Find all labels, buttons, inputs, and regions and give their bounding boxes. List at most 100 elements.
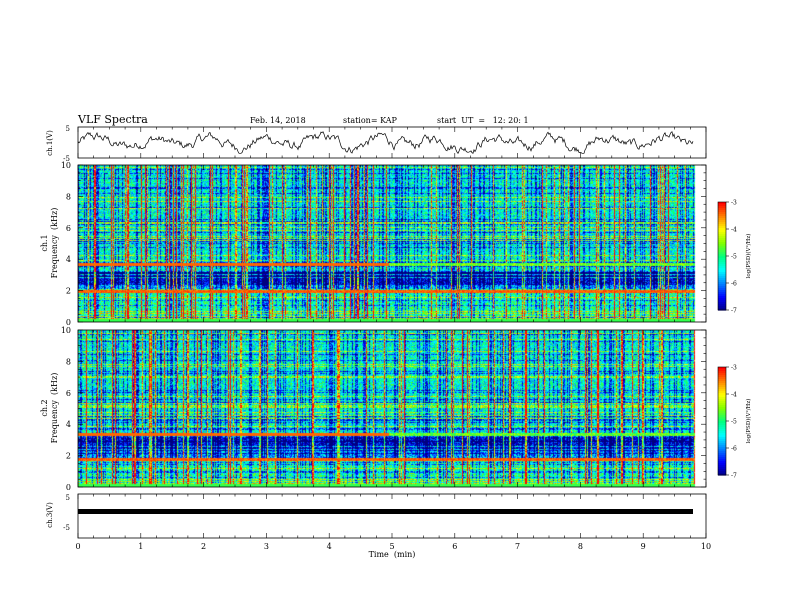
frequency-tick-label: 4 [66, 255, 71, 264]
colorbar-segment [718, 453, 726, 456]
frequency-tick-label: 6 [66, 224, 71, 233]
ch1-frequency-axis-label: Frequency (kHz) [50, 208, 59, 279]
frequency-tick-label: 2 [66, 287, 71, 296]
colorbar-tick-label: -3 [731, 200, 737, 207]
frequency-tick-label: 4 [66, 420, 71, 429]
colorbar-segment [718, 467, 726, 470]
colorbar-segment [718, 236, 726, 239]
colorbar-tick-label: -7 [731, 308, 737, 315]
colorbar-segment [718, 383, 726, 386]
frequency-tick-label: 0 [66, 483, 71, 492]
colorbar-segment [718, 240, 726, 243]
colorbar-segment [718, 246, 726, 249]
colorbar-segment [718, 399, 726, 402]
colorbar-segment [718, 206, 726, 209]
colorbar-segment [718, 268, 726, 271]
colorbar-segment [718, 234, 726, 237]
time-axis-tick-labels: 0 1 2 3 4 5 6 7 8 9 10 [75, 542, 711, 551]
colorbar-segment [718, 387, 726, 390]
colorbar-segment [718, 449, 726, 452]
colorbar-segment [718, 242, 726, 245]
colorbar-segment [718, 381, 726, 384]
colorbar-segment [718, 371, 726, 374]
colorbar-segment [718, 204, 726, 207]
colorbar-segment [718, 252, 726, 255]
colorbar-label: log(PSD)(V²/Hz) [745, 234, 752, 279]
colorbar-segment [718, 407, 726, 410]
ch2-spectrogram-channel-label: ch.2 [40, 399, 49, 416]
colorbar-segment [718, 226, 726, 229]
colorbar-segment [718, 258, 726, 261]
colorbar-segment [718, 270, 726, 273]
colorbar-segment [718, 222, 726, 225]
colorbar-segment [718, 306, 726, 309]
colorbar-segment [718, 437, 726, 440]
colorbar-segment [718, 266, 726, 269]
colorbar-segment [718, 461, 726, 464]
station-label: station= KAP [343, 116, 398, 125]
colorbar-tick-label: -6 [731, 281, 737, 288]
time-tick-label: 7 [515, 542, 520, 551]
ch3-waveform-line [78, 509, 693, 514]
colorbar-segment [718, 409, 726, 412]
colorbar-segment [718, 296, 726, 299]
time-tick-label: 1 [138, 542, 143, 551]
time-tick-label: 9 [641, 542, 646, 551]
colorbar-segment [718, 274, 726, 277]
time-tick-label: 2 [201, 542, 206, 551]
colorbar-segment [718, 214, 726, 217]
colorbar-segment [718, 250, 726, 253]
time-tick-label: 0 [75, 542, 80, 551]
colorbar-segment [718, 367, 726, 370]
figure-title: VLF Spectra [77, 113, 148, 126]
colorbar-segment [718, 232, 726, 235]
colorbar-tick-label: -5 [731, 254, 737, 261]
colorbar-segment [718, 276, 726, 279]
colorbar-segment [718, 282, 726, 285]
ch2-spectrogram-image [78, 330, 706, 487]
colorbar-tick-label: -3 [731, 365, 737, 372]
colorbar-segment [718, 308, 726, 311]
frequency-tick-label: 10 [61, 326, 71, 335]
colorbar-segment [718, 218, 726, 221]
ch2-frequency-ticks: 0 2 4 6 8 10 [61, 326, 706, 492]
time-axis-ticks [77, 127, 707, 538]
colorbar-segment [718, 300, 726, 303]
colorbar-segment [718, 230, 726, 233]
colorbar-segment [718, 298, 726, 301]
frequency-tick-label: 0 [66, 318, 71, 327]
colorbar-segment [718, 202, 726, 205]
colorbar-segment [718, 411, 726, 414]
colorbar-segment [718, 304, 726, 307]
colorbar-segment [718, 256, 726, 259]
ch3-waveform-panel: 5 -5 ch.3(V) [46, 493, 707, 539]
date-label: Feb. 14, 2018 [250, 116, 306, 125]
time-tick-label: 5 [389, 542, 394, 551]
colorbar-segment [718, 385, 726, 388]
colorbar-tick-label: -4 [731, 392, 737, 399]
ch3-ytick-top: 5 [66, 494, 70, 502]
ch2-spectrogram-panel: 0 2 4 6 8 10 ch.2 Frequency (kHz) [40, 326, 707, 492]
colorbar-segment [718, 463, 726, 466]
colorbar-segment [718, 443, 726, 446]
colorbar-segment [718, 260, 726, 263]
colorbar-segment [718, 403, 726, 406]
colorbar-segment [718, 405, 726, 408]
colorbar-segment [718, 435, 726, 438]
colorbar-segment [718, 292, 726, 295]
colorbar-tick-label: -6 [731, 446, 737, 453]
colorbar-segment [718, 379, 726, 382]
colorbar-segment [718, 401, 726, 404]
start-time-label: start UT = 12: 20: 1 [437, 116, 529, 125]
colorbar-segment [718, 262, 726, 265]
colorbar-segment [718, 248, 726, 251]
ch1-ytick-top: 5 [66, 125, 70, 133]
colorbar-segment [718, 465, 726, 468]
colorbar-segment [718, 417, 726, 420]
colorbar-tick-label: -4 [731, 227, 737, 234]
colorbar-segment [718, 224, 726, 227]
colorbar-segment [718, 238, 726, 241]
colorbar-segment [718, 377, 726, 380]
time-tick-label: 10 [701, 542, 711, 551]
colorbar-segment [718, 210, 726, 213]
